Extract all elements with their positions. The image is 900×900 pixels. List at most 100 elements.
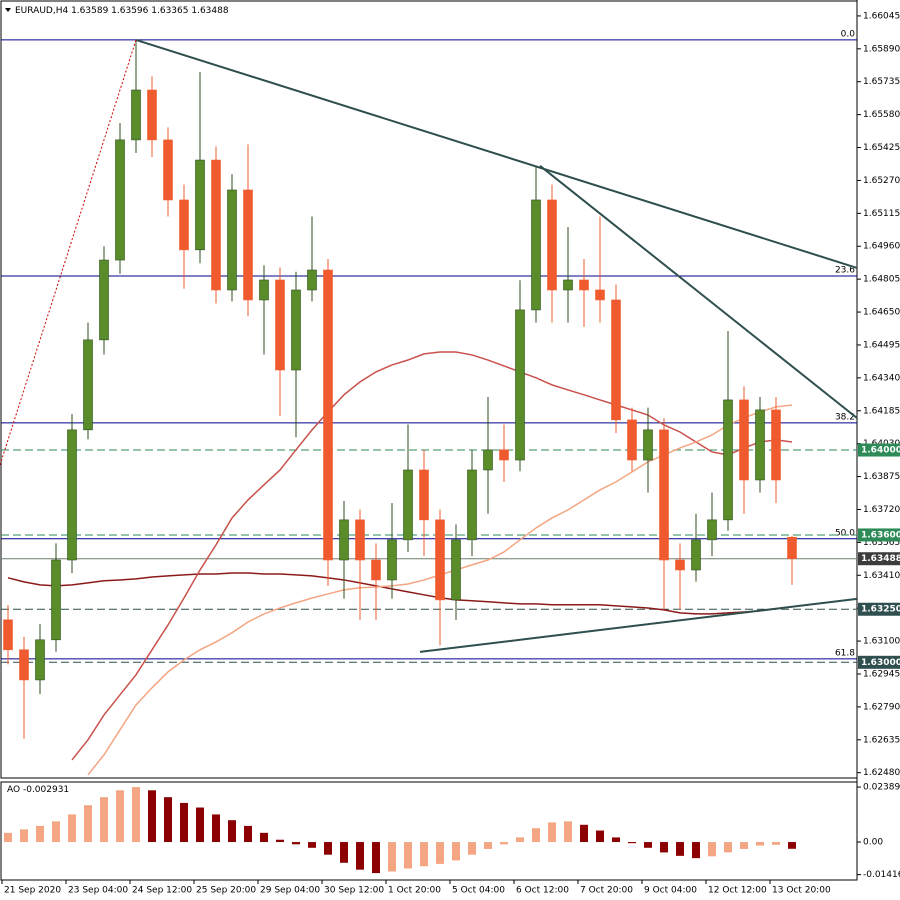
candle-body bbox=[739, 399, 749, 481]
ao-bar bbox=[692, 842, 700, 859]
candle-body bbox=[467, 469, 477, 541]
candle-body bbox=[291, 289, 301, 371]
candle-body bbox=[259, 279, 269, 301]
x-tick-label: 1 Oct 20:00 bbox=[388, 886, 441, 896]
candle-body bbox=[371, 559, 381, 581]
ao-bar bbox=[548, 822, 556, 843]
trendline bbox=[419, 597, 858, 653]
ao-bar bbox=[388, 842, 396, 872]
ao-bar bbox=[628, 842, 636, 844]
ao-bar bbox=[676, 842, 684, 856]
candle-body bbox=[387, 539, 397, 581]
ao-bar bbox=[324, 842, 332, 855]
candle-body bbox=[723, 399, 733, 521]
y-tick-label: 1.64960 bbox=[863, 242, 900, 252]
candle-body bbox=[131, 89, 141, 141]
moving-average bbox=[7, 572, 793, 615]
y-tick-label: 1.65270 bbox=[863, 176, 900, 186]
chart-header: EURAUD,H4 1.63589 1.63596 1.63365 1.6348… bbox=[15, 6, 229, 16]
y-tick-label: 1.62945 bbox=[863, 669, 900, 679]
ao-bar bbox=[132, 787, 140, 843]
candle-body bbox=[83, 339, 93, 431]
ao-bar bbox=[724, 842, 732, 853]
candle-body bbox=[163, 139, 173, 201]
y-tick-label: 1.65115 bbox=[863, 209, 900, 219]
ao-bar bbox=[4, 832, 12, 843]
ao-bar bbox=[788, 842, 796, 849]
candle-body bbox=[579, 279, 589, 291]
moving-average bbox=[71, 351, 793, 761]
candle-body bbox=[115, 139, 125, 261]
ao-bar bbox=[532, 828, 540, 843]
ao-bar bbox=[68, 814, 76, 843]
ao-bar bbox=[100, 797, 108, 843]
ao-bar bbox=[148, 790, 156, 843]
fib-label: 61.8 bbox=[835, 648, 855, 658]
ao-bar bbox=[404, 842, 412, 869]
candle-body bbox=[627, 419, 637, 461]
candle-body bbox=[691, 539, 701, 571]
candle-body bbox=[339, 519, 349, 561]
ao-bar bbox=[20, 829, 28, 843]
ao-bar bbox=[420, 842, 428, 867]
x-tick-label: 7 Oct 20:00 bbox=[580, 886, 633, 896]
y-tick-label: 1.64495 bbox=[863, 340, 900, 350]
candle-body bbox=[515, 309, 525, 461]
ao-bar bbox=[356, 842, 364, 870]
y-tick-label: 1.63565 bbox=[863, 538, 900, 548]
candle-body bbox=[755, 409, 765, 481]
price-level-label: 1.63000 bbox=[861, 658, 900, 668]
menu-arrow[interactable] bbox=[5, 8, 11, 12]
ao-bar bbox=[660, 842, 668, 853]
ao-bar bbox=[52, 821, 60, 843]
ao-bar bbox=[228, 820, 236, 843]
y-tick-label: 1.65890 bbox=[863, 44, 900, 54]
price-level-tag bbox=[858, 443, 900, 457]
candle-body bbox=[307, 269, 317, 291]
candle-body bbox=[611, 299, 621, 421]
ao-bar bbox=[292, 842, 300, 845]
y-tick-label: 1.62790 bbox=[863, 702, 900, 712]
candle-body bbox=[771, 409, 781, 481]
candle-body bbox=[563, 279, 573, 291]
candle-body bbox=[787, 536, 797, 560]
candle-body bbox=[643, 429, 653, 461]
ao-bar bbox=[308, 842, 316, 848]
indicator-tick-label: 0.00 bbox=[863, 838, 883, 848]
y-tick-label: 1.62635 bbox=[863, 735, 900, 745]
ao-bar bbox=[180, 802, 188, 843]
ao-bar bbox=[276, 839, 284, 843]
candle-body bbox=[243, 189, 253, 301]
candle-body bbox=[3, 619, 13, 651]
price-level-tag bbox=[858, 528, 900, 542]
header-open: 1.63589 bbox=[71, 6, 108, 16]
candle-body bbox=[547, 199, 557, 291]
symbol: EURAUD,H4 bbox=[15, 6, 68, 16]
ao-bar bbox=[564, 821, 572, 843]
ao-bar bbox=[452, 842, 460, 861]
ao-bar bbox=[708, 842, 716, 857]
candle-body bbox=[659, 429, 669, 561]
ao-bar bbox=[196, 807, 204, 843]
ao-bar bbox=[772, 842, 780, 845]
price-level-label: 1.63600 bbox=[861, 530, 900, 540]
candle-body bbox=[67, 429, 77, 561]
candle-body bbox=[211, 159, 221, 291]
ao-bar bbox=[116, 790, 124, 843]
x-tick-label: 13 Oct 20:00 bbox=[772, 886, 831, 896]
indicator-title: AO bbox=[7, 785, 20, 795]
ao-bar bbox=[436, 842, 444, 864]
price-level-tag bbox=[858, 602, 900, 616]
y-tick-label: 1.63720 bbox=[863, 505, 900, 515]
y-tick-label: 1.63410 bbox=[863, 571, 900, 581]
ao-bar bbox=[84, 805, 92, 843]
ao-bar bbox=[644, 842, 652, 848]
y-tick-label: 1.63100 bbox=[863, 637, 900, 647]
candle-body bbox=[531, 199, 541, 311]
candle-body bbox=[355, 519, 365, 561]
candle-body bbox=[227, 189, 237, 291]
header-high: 1.63596 bbox=[111, 6, 148, 16]
y-tick-label: 1.64340 bbox=[863, 373, 900, 383]
y-tick-label: 1.65425 bbox=[863, 143, 900, 153]
